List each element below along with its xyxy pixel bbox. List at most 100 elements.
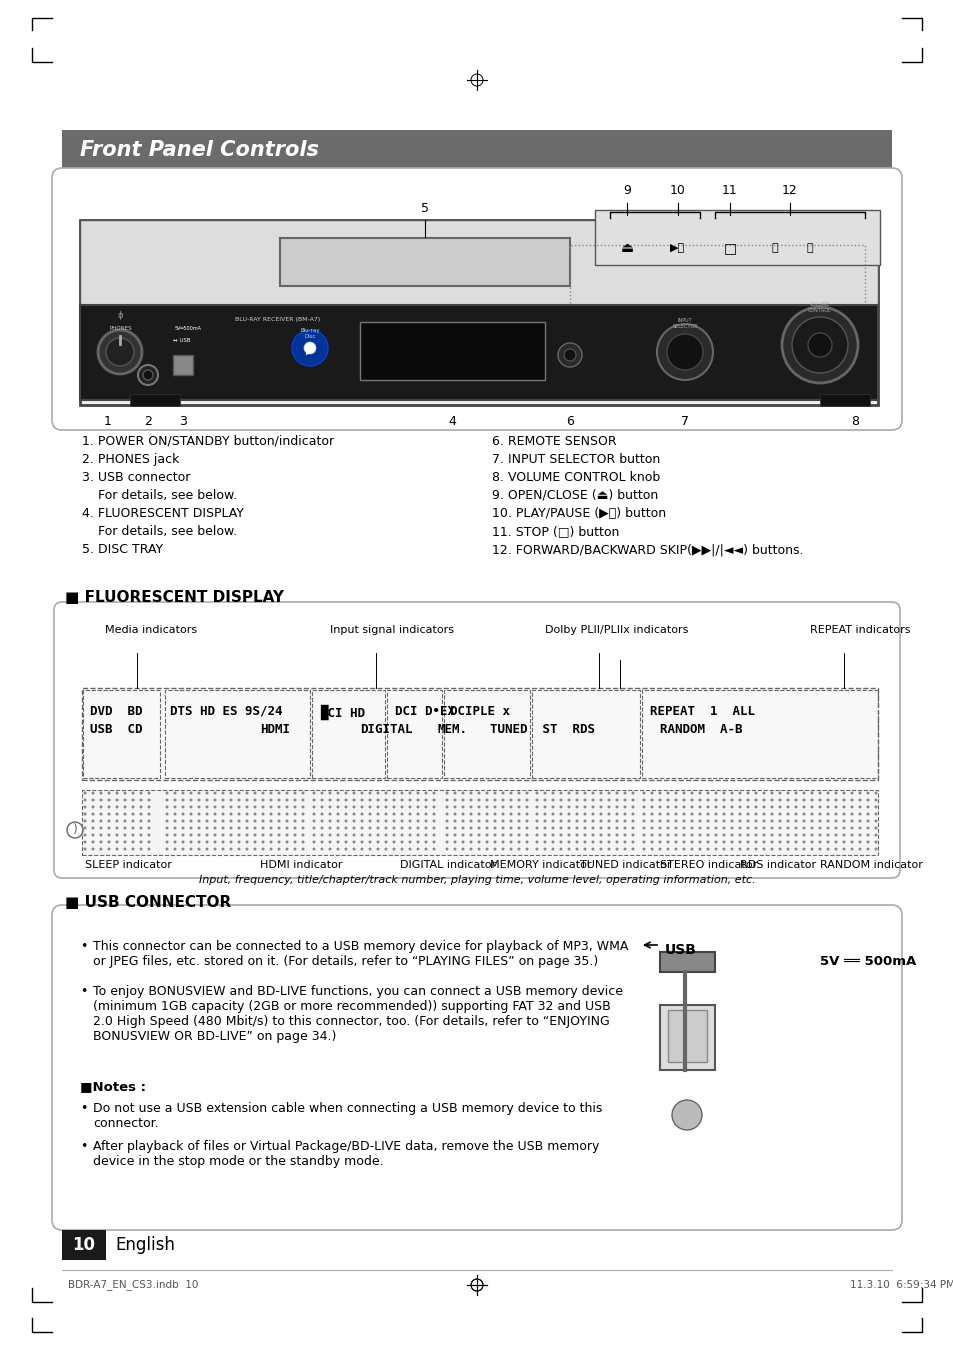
Circle shape — [698, 798, 700, 802]
Circle shape — [294, 841, 296, 844]
Circle shape — [666, 819, 669, 822]
Circle shape — [818, 798, 821, 802]
Circle shape — [416, 819, 419, 822]
Circle shape — [115, 826, 118, 829]
Circle shape — [461, 791, 464, 795]
Circle shape — [706, 826, 709, 829]
Bar — [820, 394, 869, 406]
Circle shape — [230, 833, 233, 837]
Circle shape — [535, 848, 537, 850]
Circle shape — [261, 826, 264, 829]
Circle shape — [301, 806, 304, 809]
Circle shape — [148, 848, 151, 850]
Circle shape — [181, 826, 184, 829]
Circle shape — [730, 826, 733, 829]
Circle shape — [706, 813, 709, 815]
Text: REPEAT  1  ALL: REPEAT 1 ALL — [649, 705, 754, 718]
Circle shape — [865, 848, 868, 850]
Circle shape — [631, 841, 634, 844]
Circle shape — [598, 813, 602, 815]
Circle shape — [181, 833, 184, 837]
Circle shape — [400, 791, 403, 795]
Circle shape — [761, 791, 764, 795]
Circle shape — [721, 841, 724, 844]
Text: DCI D•EX: DCI D•EX — [395, 705, 455, 718]
Circle shape — [453, 798, 456, 802]
Circle shape — [453, 848, 456, 850]
Circle shape — [453, 819, 456, 822]
Circle shape — [416, 798, 419, 802]
Circle shape — [328, 848, 331, 850]
Circle shape — [721, 848, 724, 850]
Circle shape — [525, 798, 528, 802]
Circle shape — [598, 848, 602, 850]
Circle shape — [641, 848, 645, 850]
Circle shape — [874, 833, 877, 837]
Circle shape — [294, 826, 296, 829]
Circle shape — [517, 806, 520, 809]
Circle shape — [173, 813, 176, 815]
Circle shape — [558, 826, 562, 829]
Circle shape — [313, 841, 315, 844]
Circle shape — [368, 806, 371, 809]
Circle shape — [607, 798, 610, 802]
Circle shape — [320, 841, 323, 844]
Circle shape — [269, 819, 273, 822]
Circle shape — [376, 819, 379, 822]
Text: STEREO indicator: STEREO indicator — [659, 860, 757, 869]
Circle shape — [368, 848, 371, 850]
Circle shape — [575, 798, 578, 802]
Circle shape — [292, 329, 328, 366]
Circle shape — [865, 791, 868, 795]
Circle shape — [237, 813, 240, 815]
Circle shape — [469, 819, 472, 822]
Text: RANDOM  A-B: RANDOM A-B — [659, 724, 741, 736]
Circle shape — [623, 798, 626, 802]
Circle shape — [615, 819, 618, 822]
Circle shape — [165, 806, 169, 809]
Circle shape — [738, 833, 740, 837]
Circle shape — [285, 819, 288, 822]
Circle shape — [623, 819, 626, 822]
Circle shape — [368, 819, 371, 822]
Text: TUNED indicator: TUNED indicator — [579, 860, 671, 869]
Text: 1. POWER ON/STANDBY button/indicator: 1. POWER ON/STANDBY button/indicator — [82, 435, 334, 448]
Circle shape — [213, 841, 216, 844]
Circle shape — [641, 819, 645, 822]
Circle shape — [770, 826, 773, 829]
Circle shape — [424, 798, 427, 802]
Circle shape — [432, 841, 435, 844]
Circle shape — [360, 833, 363, 837]
Circle shape — [509, 798, 512, 802]
Circle shape — [352, 826, 355, 829]
Circle shape — [615, 791, 618, 795]
Circle shape — [865, 813, 868, 815]
Circle shape — [181, 841, 184, 844]
Circle shape — [277, 813, 280, 815]
Circle shape — [598, 833, 602, 837]
Circle shape — [344, 826, 347, 829]
Circle shape — [400, 813, 403, 815]
Circle shape — [858, 819, 861, 822]
Circle shape — [336, 826, 339, 829]
Circle shape — [583, 833, 586, 837]
Circle shape — [221, 813, 224, 815]
Circle shape — [469, 848, 472, 850]
Circle shape — [575, 833, 578, 837]
Circle shape — [115, 833, 118, 837]
Text: 10: 10 — [669, 184, 685, 197]
Circle shape — [190, 841, 193, 844]
Circle shape — [384, 833, 387, 837]
Circle shape — [834, 806, 837, 809]
Circle shape — [91, 841, 94, 844]
Circle shape — [384, 791, 387, 795]
Circle shape — [641, 813, 645, 815]
Circle shape — [445, 826, 448, 829]
Circle shape — [336, 833, 339, 837]
Circle shape — [818, 826, 821, 829]
Circle shape — [785, 813, 789, 815]
Circle shape — [320, 806, 323, 809]
Circle shape — [493, 813, 496, 815]
Circle shape — [237, 826, 240, 829]
Circle shape — [650, 813, 653, 815]
